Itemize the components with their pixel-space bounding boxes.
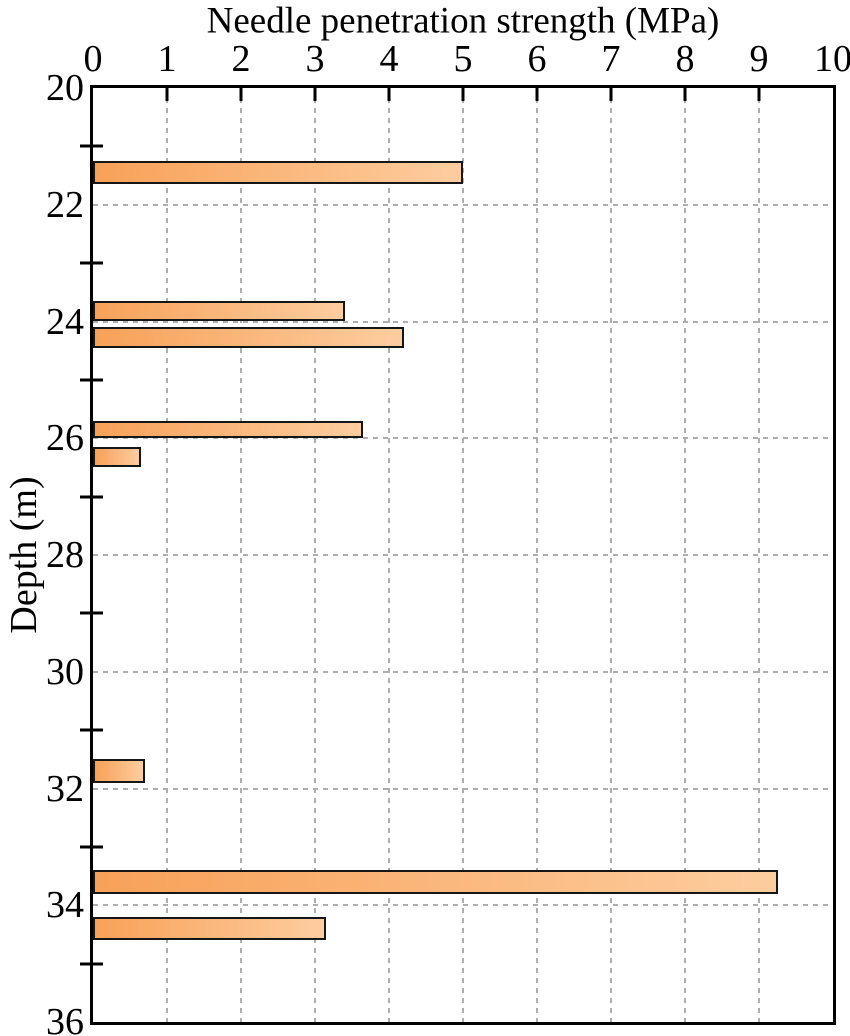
- x-tick-label: 9: [749, 38, 769, 80]
- x-tick-label: 6: [527, 38, 547, 80]
- bar: [93, 301, 345, 322]
- x-axis-tick: [239, 88, 243, 101]
- bar: [93, 916, 327, 941]
- x-axis-tick: [757, 88, 761, 101]
- x-axis-tick: [683, 88, 687, 101]
- bar: [93, 870, 778, 894]
- y-axis-tick: [80, 378, 103, 382]
- horizontal-gridline: [93, 437, 833, 440]
- chart-title: Needle penetration strength (MPa): [206, 0, 720, 42]
- horizontal-gridline: [93, 203, 833, 206]
- x-tick-label: 0: [83, 38, 103, 80]
- x-axis-tick: [313, 88, 317, 101]
- y-tick-label: 26: [46, 417, 84, 460]
- bar: [93, 420, 364, 439]
- x-tick-label: 7: [601, 38, 621, 80]
- plot-area: [80, 85, 836, 1025]
- horizontal-gridline: [93, 320, 833, 323]
- y-tick-label: 36: [46, 1001, 84, 1036]
- y-axis-tick: [80, 144, 103, 148]
- x-axis-tick: [535, 88, 539, 101]
- y-axis-tick: [80, 495, 103, 499]
- y-tick-label: 32: [46, 767, 84, 810]
- y-axis-tick: [80, 962, 103, 966]
- x-tick-label: 3: [305, 38, 325, 80]
- x-tick-label: 4: [379, 38, 399, 80]
- horizontal-gridline: [93, 554, 833, 556]
- y-tick-label: 22: [46, 183, 84, 226]
- y-tick-label: 28: [46, 534, 84, 576]
- horizontal-gridline: [93, 904, 833, 907]
- x-axis-tick: [165, 88, 169, 101]
- bar: [93, 160, 463, 185]
- x-axis-tick: [609, 88, 613, 101]
- bar: [93, 327, 404, 348]
- x-axis-tick: [387, 88, 391, 101]
- x-tick-label: 8: [675, 38, 695, 80]
- y-tick-label: 30: [46, 650, 84, 693]
- x-tick-label: 1: [157, 38, 177, 80]
- x-tick-label: 2: [231, 38, 251, 80]
- x-tick-label: 10: [814, 38, 850, 80]
- bar: [93, 447, 142, 468]
- x-tick-label: 5: [453, 38, 473, 80]
- y-axis-tick: [80, 845, 103, 849]
- y-tick-label: 20: [46, 67, 84, 109]
- y-tick-label: 24: [46, 300, 84, 343]
- y-axis-tick: [80, 261, 103, 265]
- horizontal-gridline: [93, 787, 833, 790]
- y-axis-tick: [80, 611, 103, 615]
- x-axis-tick: [461, 88, 465, 101]
- y-tick-label: 34: [46, 884, 84, 927]
- y-axis-title: Depth (m): [3, 476, 45, 634]
- horizontal-gridline: [93, 670, 833, 673]
- plot-inner: [80, 88, 833, 1022]
- y-axis-tick: [80, 728, 103, 732]
- bar: [93, 759, 145, 783]
